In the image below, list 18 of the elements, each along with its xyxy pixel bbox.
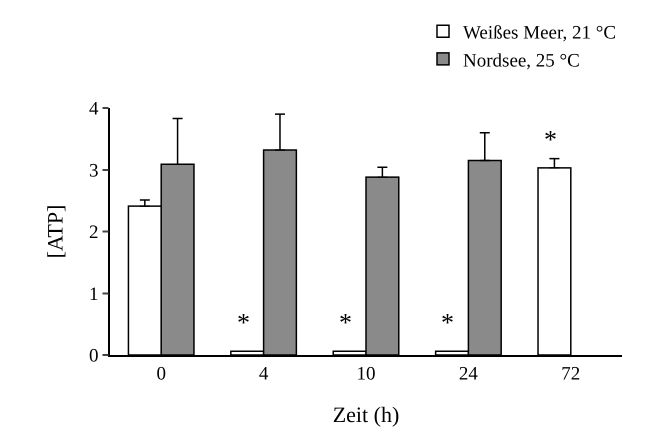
annotation: * (441, 308, 454, 337)
annotation: * (237, 308, 250, 337)
y-axis-title: [ATP] (42, 204, 68, 258)
legend-label: Nordsee, 25 °C (463, 50, 580, 72)
y-tick-label: 0 (88, 346, 98, 367)
x-tick-label: 72 (561, 364, 580, 385)
x-tick-label: 0 (156, 364, 166, 385)
x-axis-title: Zeit (h) (332, 402, 400, 427)
x-tick-label: 10 (356, 364, 376, 385)
y-tick-label: 4 (88, 98, 99, 120)
legend-label: Weißes Meer, 21 °C (463, 22, 616, 44)
y-tick-label: 1 (88, 284, 98, 305)
annotation: * (339, 308, 352, 337)
annotation: * (544, 125, 557, 154)
x-tick-label: 4 (258, 364, 269, 385)
y-tick-label: 2 (88, 222, 98, 244)
y-tick-label: 3 (88, 160, 98, 182)
x-tick-label: 24 (458, 364, 478, 385)
